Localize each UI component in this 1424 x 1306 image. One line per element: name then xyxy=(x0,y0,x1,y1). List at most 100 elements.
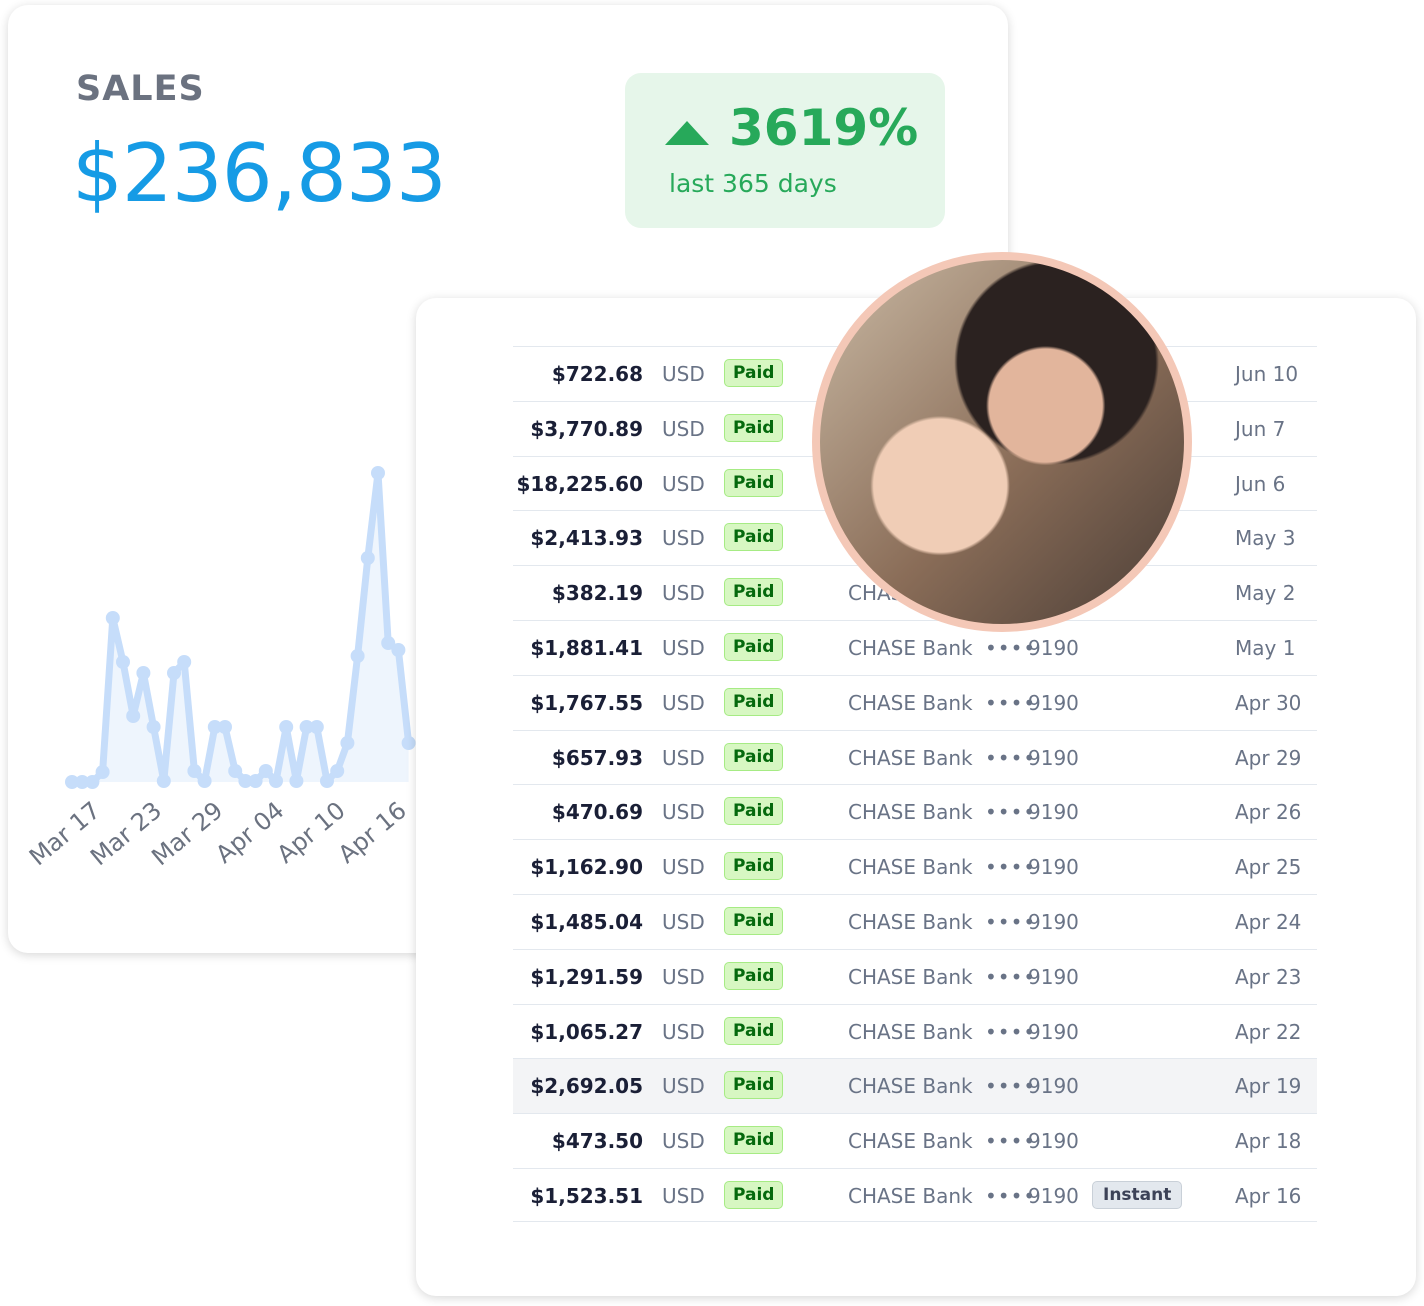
point xyxy=(197,774,212,788)
payout-row[interactable]: $1,485.04 USD Paid CHASE Bank •••• 9190 Apr 24 xyxy=(513,894,1317,949)
amount: $2,692.05 xyxy=(530,1074,643,1099)
currency: USD xyxy=(662,471,705,496)
amount: $1,291.59 xyxy=(530,964,643,989)
status-badge: Paid xyxy=(724,797,784,826)
status-badge: Paid xyxy=(724,359,784,387)
status-badge: Paid xyxy=(724,1181,784,1209)
point xyxy=(126,709,141,723)
point xyxy=(228,764,243,778)
date: Apr 16 xyxy=(1235,1184,1302,1208)
line xyxy=(72,469,413,786)
payout-row[interactable]: $1,291.59 USD Paid CHASE Bank •••• 9190 Apr 23 xyxy=(513,948,1317,1004)
masked-digits: •••• xyxy=(985,745,1037,770)
masked-digits: •••• xyxy=(985,1019,1037,1044)
bank-name: CHASE Bank xyxy=(848,636,973,660)
status-badge: Paid xyxy=(724,633,784,661)
payout-row[interactable]: $1,162.90 USD Paid CHASE Bank •••• 9190 Apr 25 xyxy=(513,839,1317,894)
account-last4: 9190 xyxy=(1028,910,1079,934)
payout-row[interactable]: $2,692.05 USD Paid CHASE Bank •••• 9190 Apr 19 xyxy=(513,1058,1317,1114)
currency: USD xyxy=(662,636,705,660)
currency: USD xyxy=(662,855,705,880)
payout-row[interactable]: $1,767.55 USD Paid CHASE Bank •••• 9190 Apr 30 xyxy=(513,674,1317,730)
date: Jun 10 xyxy=(1235,362,1299,386)
x-tick-label: Apr 04 xyxy=(210,796,289,869)
date: May 3 xyxy=(1235,526,1296,551)
payout-row[interactable]: $473.50 USD Paid CHASE Bank •••• 9190 Apr 18 xyxy=(513,1113,1317,1168)
bank-name: CHASE Bank xyxy=(848,964,973,989)
point xyxy=(309,720,324,734)
change-box: 3619% last 365 days xyxy=(625,73,945,228)
status-badge: Paid xyxy=(724,907,784,935)
date: Apr 25 xyxy=(1235,855,1302,880)
amount: $470.69 xyxy=(551,800,643,825)
point xyxy=(340,736,355,750)
account-last4: 9190 xyxy=(1028,964,1079,989)
amount: $1,881.41 xyxy=(530,636,643,660)
point xyxy=(75,775,90,789)
status-badge: Paid xyxy=(724,742,784,771)
payout-row[interactable]: $657.93 USD Paid CHASE Bank •••• 9190 Apr 29 xyxy=(513,729,1317,785)
amount: $2,413.93 xyxy=(530,526,643,551)
masked-digits: •••• xyxy=(985,1074,1037,1099)
amount: $657.93 xyxy=(551,745,643,770)
date: May 1 xyxy=(1235,636,1296,660)
currency: USD xyxy=(662,362,705,386)
account-last4: 9190 xyxy=(1028,745,1079,770)
point xyxy=(269,774,283,788)
amount: $1,767.55 xyxy=(530,690,643,715)
account-last4: 9190 xyxy=(1028,1019,1079,1044)
point xyxy=(65,775,79,789)
currency: USD xyxy=(662,800,705,825)
payout-row[interactable]: $1,523.51 USD Paid CHASE Bank •••• 9190 Instan… xyxy=(513,1168,1317,1223)
point xyxy=(207,720,222,734)
point xyxy=(95,765,110,779)
payout-row[interactable]: $1,881.41 USD Paid CHASE Bank •••• 9190 May 1 xyxy=(513,620,1317,675)
account-last4: 9190 xyxy=(1028,1184,1079,1208)
payout-row[interactable]: $1,065.27 USD Paid CHASE Bank •••• 9190 Apr 22 xyxy=(513,1003,1317,1059)
masked-digits: •••• xyxy=(985,690,1037,715)
point xyxy=(371,466,385,480)
bank-name: CHASE Bank xyxy=(848,690,973,715)
bank-name: CHASE Bank xyxy=(848,910,973,934)
point xyxy=(320,774,334,788)
status-badge: Paid xyxy=(724,687,784,716)
point xyxy=(156,774,171,788)
date: Jun 6 xyxy=(1235,471,1286,496)
date: Apr 19 xyxy=(1235,1074,1302,1099)
point xyxy=(391,643,406,657)
payout-row[interactable]: $470.69 USD Paid CHASE Bank •••• 9190 Apr 26 xyxy=(513,784,1317,839)
account-last4: 9190 xyxy=(1028,1074,1079,1099)
x-tick-label: Mar 29 xyxy=(146,796,228,871)
bank-name: CHASE Bank xyxy=(848,1184,973,1208)
amount: $3,770.89 xyxy=(530,416,643,441)
status-badge: Paid xyxy=(724,523,784,552)
point xyxy=(381,636,396,650)
point xyxy=(238,774,253,788)
point xyxy=(105,611,120,625)
currency: USD xyxy=(662,1074,705,1099)
date: Apr 23 xyxy=(1235,964,1302,989)
account-last4: 9190 xyxy=(1028,690,1079,715)
point xyxy=(116,655,130,669)
point xyxy=(248,774,263,788)
point xyxy=(218,720,232,734)
masked-digits: •••• xyxy=(985,636,1037,660)
masked-digits: •••• xyxy=(985,800,1037,825)
date: Apr 24 xyxy=(1235,910,1302,934)
amount: $473.50 xyxy=(551,1129,643,1154)
x-tick-label: Apr 10 xyxy=(272,796,351,869)
currency: USD xyxy=(662,745,705,770)
bank-name: CHASE Bank xyxy=(848,745,973,770)
status-badge: Paid xyxy=(724,578,784,607)
date: May 2 xyxy=(1235,581,1296,606)
account-last4: 9190 xyxy=(1028,636,1079,660)
account-last4: 9190 xyxy=(1028,1129,1079,1154)
date: Apr 26 xyxy=(1235,800,1302,825)
currency: USD xyxy=(662,910,705,934)
status-badge: Paid xyxy=(724,1071,784,1100)
masked-digits: •••• xyxy=(985,855,1037,880)
amount: $722.68 xyxy=(551,362,643,386)
masked-digits: •••• xyxy=(985,1184,1037,1208)
